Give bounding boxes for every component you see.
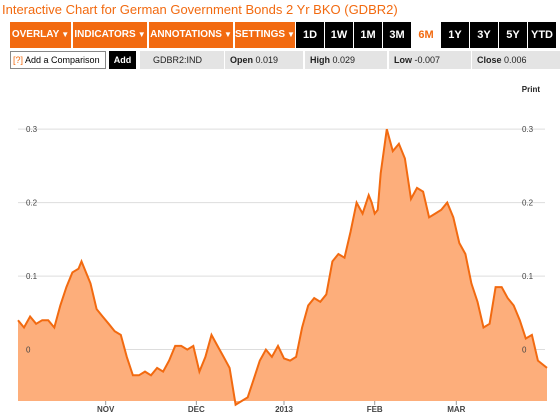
y-tick-label-left: 0.1 (26, 272, 38, 281)
range-5y-button[interactable]: 5Y (499, 22, 527, 48)
annotations-menu-button[interactable]: ANNOTATIONS ▼ (149, 22, 233, 48)
page-title: Interactive Chart for German Government … (2, 2, 398, 17)
quote-bar: [?] Add a Comparison Add GDBR2:IND Open … (10, 51, 560, 70)
indicators-menu-button[interactable]: INDICATORS ▼ (73, 22, 147, 48)
range-ytd-button[interactable]: YTD (528, 22, 556, 48)
range-6m-button[interactable]: 6M (412, 22, 440, 48)
range-1y-button[interactable]: 1Y (441, 22, 469, 48)
y-tick-label-right: 0.3 (522, 125, 534, 134)
add-comparison-button[interactable]: Add (109, 51, 136, 69)
chart-area: 0 0 0.1 0.1 0.2 0.2 0.3 0.3 NOV DEC 2013 FEB MAR (0, 73, 560, 417)
chevron-down-icon: ▼ (61, 30, 70, 39)
x-tick-labels: NOV DEC 2013 FEB MAR (97, 405, 466, 414)
open-label: Open (230, 55, 254, 65)
high-value: High 0.029 (305, 51, 387, 69)
high-number: 0.029 (332, 55, 356, 65)
x-tick-label: NOV (97, 405, 115, 414)
help-icon[interactable]: [?] (13, 55, 24, 65)
series-line (17, 128, 548, 407)
chevron-down-icon: ▼ (287, 30, 295, 39)
comparison-placeholder: Add a Comparison (25, 55, 100, 65)
x-tick-label: MAR (447, 405, 465, 414)
comparison-input[interactable]: [?] Add a Comparison (10, 51, 106, 69)
range-1w-button[interactable]: 1W (325, 22, 353, 48)
low-label: Low (394, 55, 412, 65)
settings-menu-button[interactable]: SETTINGS ▼ (235, 22, 295, 48)
y-tick-label-left: 0 (26, 346, 31, 355)
close-label: Close (477, 55, 502, 65)
indicators-menu-label: INDICATORS (74, 29, 136, 40)
ticker-label: GDBR2:IND (140, 51, 224, 69)
low-number: -0.007 (414, 55, 441, 65)
close-value: Close 0.006 (472, 51, 560, 69)
overlay-menu-label: OVERLAY (11, 29, 60, 40)
x-tick-label: DEC (188, 405, 205, 414)
y-tick-label-left: 0.3 (26, 125, 38, 134)
settings-menu-label: SETTINGS (235, 29, 286, 40)
range-3y-button[interactable]: 3Y (470, 22, 498, 48)
y-tick-label-right: 0 (522, 346, 527, 355)
range-3m-button[interactable]: 3M (383, 22, 411, 48)
series-area (18, 129, 547, 405)
chevron-down-icon: ▼ (223, 30, 232, 39)
y-tick-labels: 0 0 0.1 0.1 0.2 0.2 0.3 0.3 (26, 125, 534, 354)
y-tick-label-left: 0.2 (26, 199, 38, 208)
range-1m-button[interactable]: 1M (354, 22, 382, 48)
range-1d-button[interactable]: 1D (296, 22, 324, 48)
print-link[interactable]: Print (521, 85, 540, 94)
annotations-menu-label: ANNOTATIONS (150, 29, 222, 40)
open-number: 0.019 (255, 55, 279, 65)
low-value: Low -0.007 (389, 51, 471, 69)
chevron-down-icon: ▼ (137, 30, 146, 39)
high-label: High (310, 55, 330, 65)
close-number: 0.006 (504, 55, 527, 65)
price-chart[interactable]: 0 0 0.1 0.1 0.2 0.2 0.3 0.3 NOV DEC 2013 FEB MAR (0, 73, 560, 417)
overlay-menu-button[interactable]: OVERLAY ▼ (10, 22, 71, 48)
x-tick-label: 2013 (275, 405, 293, 414)
y-tick-label-right: 0.2 (522, 199, 534, 208)
y-tick-label-right: 0.1 (522, 272, 534, 281)
open-value: Open 0.019 (225, 51, 303, 69)
x-tick-label: FEB (367, 405, 383, 414)
